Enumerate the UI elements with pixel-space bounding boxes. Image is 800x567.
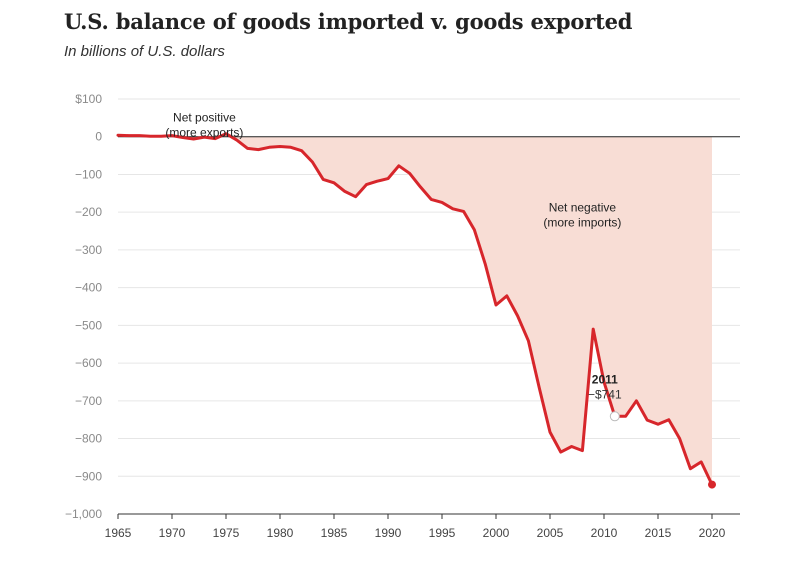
callout-year: 2011 bbox=[592, 372, 618, 386]
y-tick-label: −800 bbox=[75, 432, 102, 446]
x-tick-label: 1990 bbox=[375, 526, 402, 540]
x-tick-label: 1980 bbox=[267, 526, 294, 540]
y-tick-label: $100 bbox=[75, 92, 102, 106]
y-tick-label: −400 bbox=[75, 281, 102, 295]
annotation-line: Net negative bbox=[549, 200, 617, 214]
annotations: Net positive (more exports)Net negative (m… bbox=[165, 111, 621, 230]
y-tick-label: −200 bbox=[75, 205, 102, 219]
annotation-line: Net positive bbox=[173, 111, 236, 125]
x-tick-label: 2020 bbox=[699, 526, 726, 540]
y-axis-ticks: $100 0 −100 −200 −300 −400 −500 −600 −700 −800 −90… bbox=[65, 92, 102, 521]
x-tick-label: 1985 bbox=[321, 526, 348, 540]
callout-value: −$741 bbox=[588, 387, 622, 401]
end-point-marker[interactable] bbox=[708, 480, 716, 489]
x-tick-label: 2015 bbox=[645, 526, 672, 540]
y-tick-label: −1,000 bbox=[65, 507, 102, 521]
deficit-area bbox=[118, 133, 712, 485]
callout-marker[interactable] bbox=[609, 411, 620, 422]
x-tick-label: 2010 bbox=[591, 526, 618, 540]
x-tick-label: 2005 bbox=[537, 526, 564, 540]
x-tick-label: 1965 bbox=[105, 526, 132, 540]
y-tick-label: −700 bbox=[75, 394, 102, 408]
y-tick-label: −300 bbox=[75, 243, 102, 257]
annotation-line: (more exports) bbox=[165, 126, 243, 140]
annotation-label: Net positive (more exports) bbox=[165, 111, 243, 140]
y-tick-label: −900 bbox=[75, 469, 102, 483]
x-tick-label: 2000 bbox=[483, 526, 510, 540]
annotation-line: (more imports) bbox=[543, 215, 621, 229]
x-axis: 1965 1970 1975 1980 1985 1990 1995 2000 2005 2010… bbox=[105, 513, 740, 540]
y-tick-label: −500 bbox=[75, 318, 102, 332]
x-tick-label: 1995 bbox=[429, 526, 456, 540]
y-tick-label: −100 bbox=[75, 167, 102, 181]
chart-subtitle: In billions of U.S. dollars bbox=[64, 43, 225, 60]
callout-2011[interactable]: 2011−$741 bbox=[588, 372, 622, 422]
annotation-label: Net negative (more imports) bbox=[543, 200, 621, 229]
chart-title: U.S. balance of goods imported v. goods … bbox=[64, 9, 633, 34]
trade-balance-line bbox=[116, 132, 714, 487]
x-tick-label: 1975 bbox=[213, 526, 240, 540]
y-tick-label: −600 bbox=[75, 356, 102, 370]
y-tick-label: 0 bbox=[95, 130, 102, 144]
x-tick-label: 1970 bbox=[159, 526, 186, 540]
